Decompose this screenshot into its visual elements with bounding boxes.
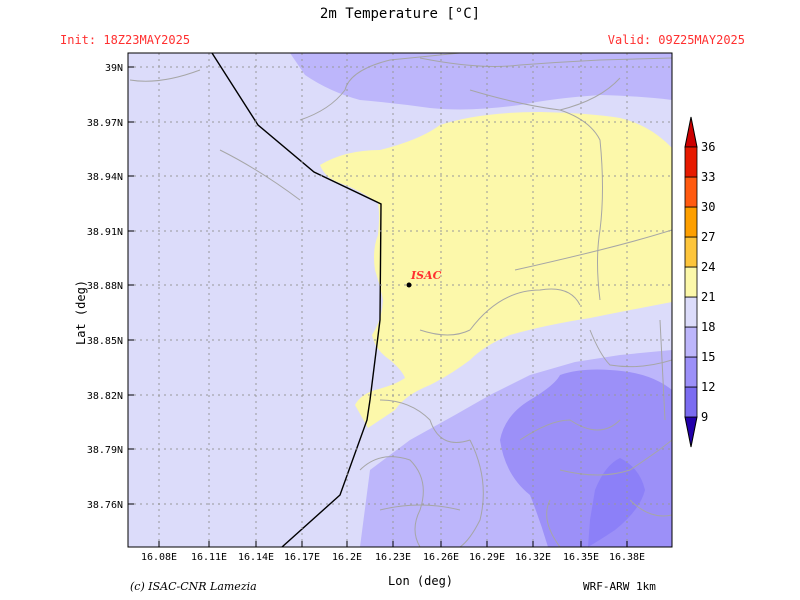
colorbar-label: 9 <box>701 410 708 424</box>
colorbar-label: 12 <box>701 380 715 394</box>
y-axis-ticks: 39N 38.97N 38.94N 38.91N 38.88N 38.85N 3… <box>87 63 134 511</box>
colorbar-high-arrow <box>684 116 698 148</box>
y-tick-label: 38.76N <box>87 500 123 511</box>
valid-time: Valid: 09Z25MAY2025 <box>607 33 745 47</box>
colorbar: 9 12 15 18 21 24 27 30 33 36 <box>684 116 715 448</box>
x-tick-label: 16.35E <box>563 552 599 563</box>
y-tick-label: 38.79N <box>87 445 123 456</box>
map-title: 2m Temperature [°C] <box>319 6 481 22</box>
colorbar-segment <box>684 146 698 178</box>
isac-label: ISAC <box>410 269 442 282</box>
map-grid <box>128 53 672 547</box>
field-21-24 <box>320 112 672 428</box>
y-tick-label: 38.94N <box>87 172 123 183</box>
y-tick-label: 38.91N <box>87 227 123 238</box>
colorbar-label: 24 <box>701 260 715 274</box>
credit-text: (c) ISAC-CNR Lamezia <box>130 580 257 593</box>
field-15-18-north <box>290 53 672 110</box>
x-tick-label: 16.2E <box>332 552 362 563</box>
colorbar-segment <box>684 326 698 358</box>
x-tick-label: 16.26E <box>423 552 459 563</box>
isac-marker <box>406 282 412 288</box>
colorbar-label: 18 <box>701 320 715 334</box>
model-text: WRF-ARW 1km <box>583 580 656 593</box>
admin-boundaries <box>129 53 672 547</box>
x-tick-label: 16.08E <box>141 552 177 563</box>
y-tick-label: 39N <box>105 63 123 74</box>
map-frame <box>127 52 673 548</box>
x-tick-label: 16.17E <box>284 552 320 563</box>
y-tick-label: 38.97N <box>87 118 123 129</box>
x-tick-label: 16.32E <box>515 552 551 563</box>
x-tick-label: 16.11E <box>191 552 227 563</box>
colorbar-label: 30 <box>701 200 715 214</box>
colorbar-segment <box>684 386 698 418</box>
y-tick-label: 38.82N <box>87 391 123 402</box>
x-tick-label: 16.23E <box>375 552 411 563</box>
colorbar-label: 33 <box>701 170 715 184</box>
colorbar-low-arrow <box>684 416 698 448</box>
x-tick-label: 16.14E <box>238 552 274 563</box>
colorbar-label: 27 <box>701 230 715 244</box>
x-axis-label: Lon (deg) <box>388 574 454 588</box>
y-tick-label: 38.85N <box>87 336 123 347</box>
y-tick-label: 38.88N <box>87 281 123 292</box>
colorbar-segment <box>684 236 698 268</box>
colorbar-segment <box>684 176 698 208</box>
x-tick-label: 16.29E <box>469 552 505 563</box>
field-9-12 <box>588 458 645 547</box>
colorbar-label: 15 <box>701 350 715 364</box>
colorbar-label: 36 <box>701 140 715 154</box>
colorbar-segment <box>684 356 698 388</box>
coastline <box>211 53 382 547</box>
y-axis-label: Lat (deg) <box>74 279 88 345</box>
colorbar-segment <box>684 206 698 238</box>
init-time: Init: 18Z23MAY2025 <box>60 33 191 47</box>
x-tick-label: 16.38E <box>609 552 645 563</box>
x-axis-ticks: 16.08E 16.11E 16.14E 16.17E 16.2E 16.23E… <box>141 541 645 563</box>
temperature-field <box>128 53 672 547</box>
colorbar-segment <box>684 266 698 298</box>
colorbar-label: 21 <box>701 290 715 304</box>
colorbar-segment <box>684 296 698 328</box>
